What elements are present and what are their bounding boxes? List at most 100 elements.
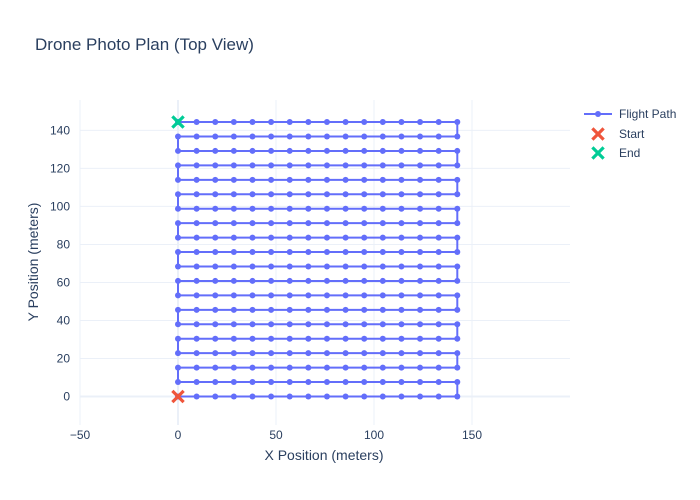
flight-path-point (398, 292, 405, 299)
flight-path-point (323, 277, 330, 284)
flight-path-point (361, 220, 368, 227)
flight-path-line (177, 121, 459, 398)
flight-path-point (435, 306, 442, 313)
flight-path-point (417, 306, 424, 313)
flight-path-point (286, 147, 293, 154)
flight-path-point (212, 205, 219, 212)
flight-path-point (342, 364, 349, 371)
flight-path-point (212, 191, 219, 198)
flight-path-point (379, 292, 386, 299)
flight-path-point (212, 249, 219, 256)
flight-path-point (193, 119, 200, 126)
flight-path-point (323, 364, 330, 371)
legend-item-start[interactable]: Start (591, 127, 646, 141)
flight-path-point (230, 176, 237, 183)
flight-path-point (175, 147, 181, 154)
flight-path-point (417, 147, 424, 154)
flight-path-point (212, 350, 219, 357)
flight-path-point (379, 119, 386, 126)
flight-path-point (435, 147, 442, 154)
flight-path-point (268, 364, 275, 371)
flight-path-point (249, 393, 256, 400)
flight-path-point (193, 234, 200, 241)
flight-path-point (249, 364, 256, 371)
flight-path-point (454, 234, 461, 241)
flight-path-point (342, 205, 349, 212)
flight-path-point (286, 350, 293, 357)
flight-path-point (361, 393, 368, 400)
flight-path-point (417, 234, 424, 241)
flight-path-point (379, 249, 386, 256)
flight-path-point (342, 350, 349, 357)
flight-path-point (286, 176, 293, 183)
flight-path-point (268, 220, 275, 227)
flight-path-point (268, 191, 275, 198)
flight-path-point (305, 220, 312, 227)
flight-path-point (323, 133, 330, 140)
flight-path-point (249, 119, 256, 126)
flight-path-point (175, 220, 181, 227)
flight-path-point (212, 119, 219, 126)
flight-path-point (212, 306, 219, 313)
flight-path-point (379, 205, 386, 212)
legend-item-end[interactable]: End (591, 146, 641, 160)
flight-path-point (286, 220, 293, 227)
flight-path-point (454, 335, 461, 342)
flight-path-point (249, 306, 256, 313)
flight-path-point (230, 292, 237, 299)
flight-path-point (361, 119, 368, 126)
flight-path-point (435, 119, 442, 126)
flight-path-point (249, 191, 256, 198)
flight-path-point (193, 147, 200, 154)
flight-path-point (230, 147, 237, 154)
flight-path-point (230, 119, 237, 126)
flight-path-point (249, 205, 256, 212)
flight-path-point (230, 133, 237, 140)
flight-path-point (249, 234, 256, 241)
flight-path-point (249, 147, 256, 154)
flight-path-point (286, 379, 293, 386)
legend-label-start: Start (619, 127, 645, 141)
flight-path-point (305, 292, 312, 299)
flight-path-point (286, 393, 293, 400)
flight-path-point (323, 350, 330, 357)
flight-path-point (212, 321, 219, 328)
flight-path-point (454, 220, 461, 227)
flight-path-point (212, 133, 219, 140)
flight-path-point (454, 292, 461, 299)
flight-path-point (417, 249, 424, 256)
legend-item-flight-path[interactable]: Flight Path (584, 107, 676, 121)
y-tick-label: 0 (63, 389, 70, 403)
flight-path-point (454, 277, 461, 284)
flight-path-point (435, 393, 442, 400)
flight-path-point (268, 147, 275, 154)
y-tick-label: 140 (50, 123, 70, 137)
y-tick-label: 120 (50, 161, 70, 175)
flight-path-point (230, 162, 237, 169)
flight-path-point (435, 220, 442, 227)
flight-path-point (417, 364, 424, 371)
flight-path-point (342, 277, 349, 284)
flight-path-point (268, 306, 275, 313)
flight-path-point (417, 133, 424, 140)
flight-path-point (212, 379, 219, 386)
flight-path-point (361, 133, 368, 140)
flight-path-point (212, 277, 219, 284)
flight-path-point (230, 393, 237, 400)
flight-path-point (435, 162, 442, 169)
flight-path-point (230, 350, 237, 357)
legend[interactable]: Flight Path Start End (584, 107, 676, 160)
flight-path-point (323, 147, 330, 154)
flight-path-point (193, 176, 200, 183)
plot-area (171, 115, 461, 404)
flight-path-point (230, 335, 237, 342)
flight-path-point (435, 176, 442, 183)
flight-path-point (230, 234, 237, 241)
y-tick-labels: 0 20 40 60 80 100 120 140 (50, 123, 70, 403)
flight-path-point (361, 234, 368, 241)
flight-path-point (212, 335, 219, 342)
flight-path-point (361, 306, 368, 313)
y-axis-label: Y Position (meters) (25, 203, 41, 322)
flight-path-point (286, 191, 293, 198)
